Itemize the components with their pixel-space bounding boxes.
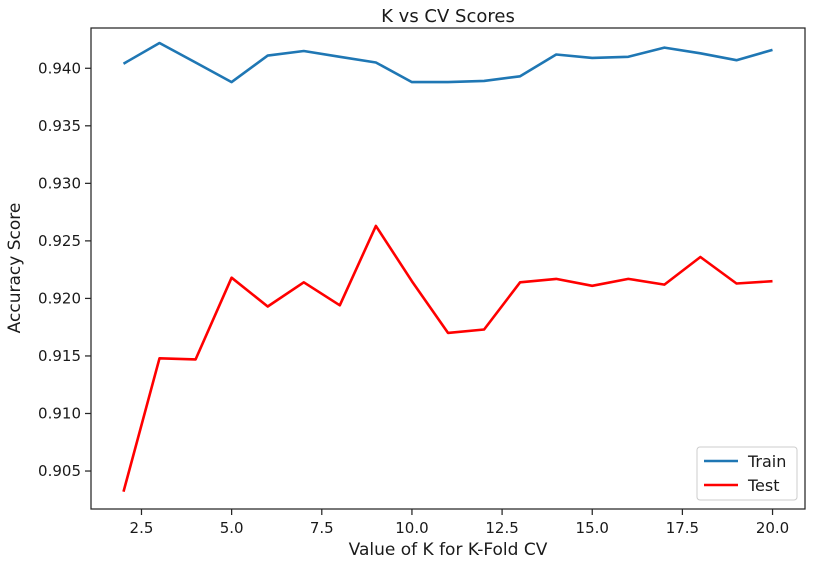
y-tick-label: 0.925 (38, 232, 81, 250)
y-axis-ticks: 0.905 0.910 0.915 0.920 0.925 0.930 0.935 0.940 (38, 59, 91, 480)
plot-area (90, 27, 806, 510)
y-tick-label: 0.920 (38, 289, 81, 307)
y-tick-label: 0.905 (38, 462, 81, 480)
x-tick-label: 10.0 (395, 519, 428, 537)
x-tick-label: 2.5 (130, 519, 154, 537)
x-tick-label: 7.5 (310, 519, 334, 537)
x-tick-label: 12.5 (485, 519, 518, 537)
y-tick-label: 0.910 (38, 404, 81, 422)
chart-title: K vs CV Scores (381, 6, 515, 27)
x-tick-label: 15.0 (576, 519, 609, 537)
y-tick-label: 0.935 (38, 117, 81, 135)
legend: Train Test (696, 446, 798, 501)
legend-label-train: Train (747, 452, 786, 471)
x-tick-label: 20.0 (756, 519, 789, 537)
y-tick-label: 0.915 (38, 347, 81, 365)
x-axis-title: Value of K for K-Fold CV (349, 540, 548, 560)
legend-label-test: Test (747, 476, 780, 495)
y-tick-label: 0.940 (38, 59, 81, 77)
x-axis-ticks: 2.5 5.0 7.5 10.0 12.5 15.0 17.5 20.0 (130, 509, 789, 537)
y-tick-label: 0.930 (38, 174, 81, 192)
x-tick-label: 17.5 (666, 519, 699, 537)
series-lines (122, 41, 773, 493)
y-axis-title: Accuracy Score (5, 203, 25, 334)
x-tick-label: 5.0 (220, 519, 244, 537)
